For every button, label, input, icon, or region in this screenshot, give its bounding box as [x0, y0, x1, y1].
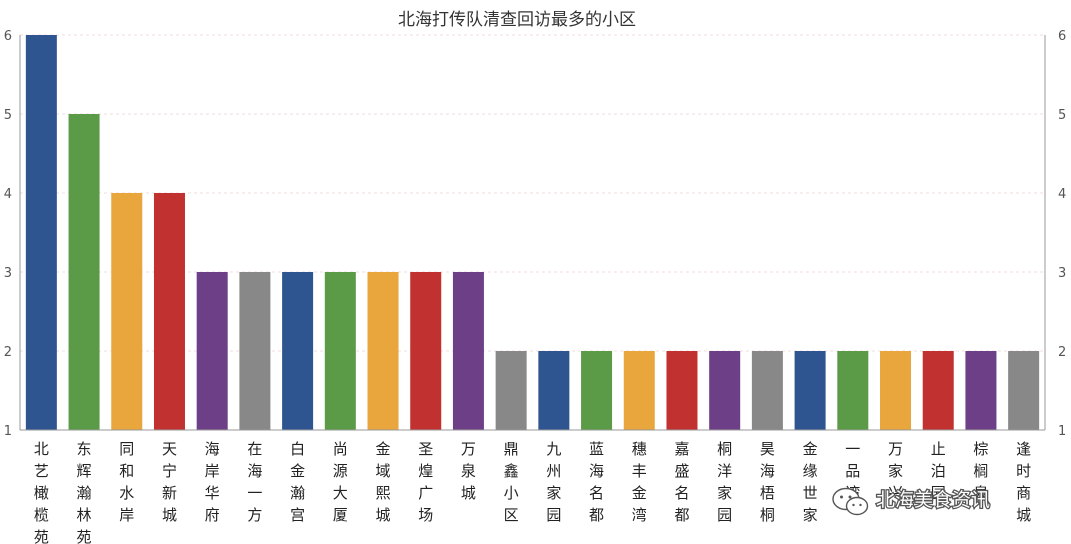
- bar: [282, 272, 314, 430]
- watermark-text: 北海美食资讯: [876, 489, 990, 511]
- x-tick-label: 天宁新城: [162, 440, 177, 524]
- bar: [25, 35, 57, 430]
- watermark: 北海美食资讯: [832, 487, 991, 516]
- y-tick-label-left: 2: [4, 345, 12, 360]
- bar: [709, 351, 741, 430]
- y-tick-label-left: 4: [4, 187, 12, 202]
- x-tick-label: 棕榈泉: [973, 440, 988, 502]
- x-tick-label: 逢时商城: [1016, 440, 1031, 524]
- axes: [19, 35, 1046, 431]
- x-tick-label: 尚源大厦: [333, 440, 348, 524]
- x-tick-label: 万泉城: [461, 440, 476, 502]
- wechat-icon: [832, 487, 869, 516]
- x-tick-label: 在海一方: [247, 440, 262, 524]
- y-tick-label-right: 3: [1058, 266, 1066, 281]
- bar: [239, 272, 271, 430]
- y-tick-label-left: 1: [4, 424, 12, 439]
- y-tick-label-left: 3: [4, 266, 12, 281]
- y-tick-label-right: 4: [1058, 187, 1066, 202]
- bar: [666, 351, 698, 430]
- bar: [324, 272, 356, 430]
- bar: [495, 351, 527, 430]
- y-axis-right-ticks: 1 2 3 4 5 6: [1058, 29, 1066, 439]
- x-tick-label: 蓝海名都: [589, 440, 604, 524]
- bar: [922, 351, 954, 430]
- y-axis-left-ticks: 1 2 3 4 5 6: [4, 29, 12, 439]
- bar: [538, 351, 570, 430]
- x-tick-label: 海岸华府: [205, 440, 220, 524]
- x-tick-label: 万家兴: [888, 440, 903, 502]
- x-tick-label: 金域熙城: [376, 440, 391, 524]
- chart-title: 北海打传队清查回访最多的小区: [398, 10, 636, 30]
- x-tick-label: 昊海梧桐: [760, 440, 775, 524]
- bar: [751, 351, 783, 430]
- x-tick-label: 嘉盛名都: [674, 440, 689, 524]
- y-tick-label-left: 6: [4, 29, 12, 44]
- bar: [153, 193, 185, 430]
- bar: [880, 351, 912, 430]
- x-tick-label: 东辉瀚林苑: [77, 440, 92, 544]
- bars: [25, 35, 1040, 430]
- y-tick-label-right: 2: [1058, 345, 1066, 360]
- y-tick-label-right: 1: [1058, 424, 1066, 439]
- bar: [68, 114, 100, 430]
- bar: [965, 351, 997, 430]
- bar: [837, 351, 869, 430]
- x-tick-label: 圣煌广场: [418, 440, 433, 524]
- x-tick-label: 白金瀚宫: [290, 440, 305, 524]
- bar: [581, 351, 613, 430]
- bar: [196, 272, 228, 430]
- y-tick-label-right: 6: [1058, 29, 1066, 44]
- bar: [1008, 351, 1040, 430]
- x-tick-label: 同和水岸: [119, 440, 134, 524]
- x-tick-label: 鼎鑫小区: [504, 440, 519, 524]
- y-tick-label-right: 5: [1058, 108, 1066, 123]
- x-tick-label: 穗丰金湾: [632, 440, 647, 524]
- y-tick-label-left: 5: [4, 108, 12, 123]
- x-tick-label: 桐洋家园: [717, 440, 732, 524]
- bar: [410, 272, 442, 430]
- bar: [367, 272, 399, 430]
- bar: [111, 193, 143, 430]
- bar: [794, 351, 826, 430]
- bar: [623, 351, 655, 430]
- x-tick-label: 金缘世家: [803, 440, 818, 524]
- x-tick-label: 止泊园: [931, 440, 946, 502]
- bar: [452, 272, 484, 430]
- x-tick-label: 九州家园: [546, 440, 561, 524]
- grid-lines: [20, 34, 1045, 352]
- x-tick-label: 北艺橄榄苑: [34, 440, 49, 544]
